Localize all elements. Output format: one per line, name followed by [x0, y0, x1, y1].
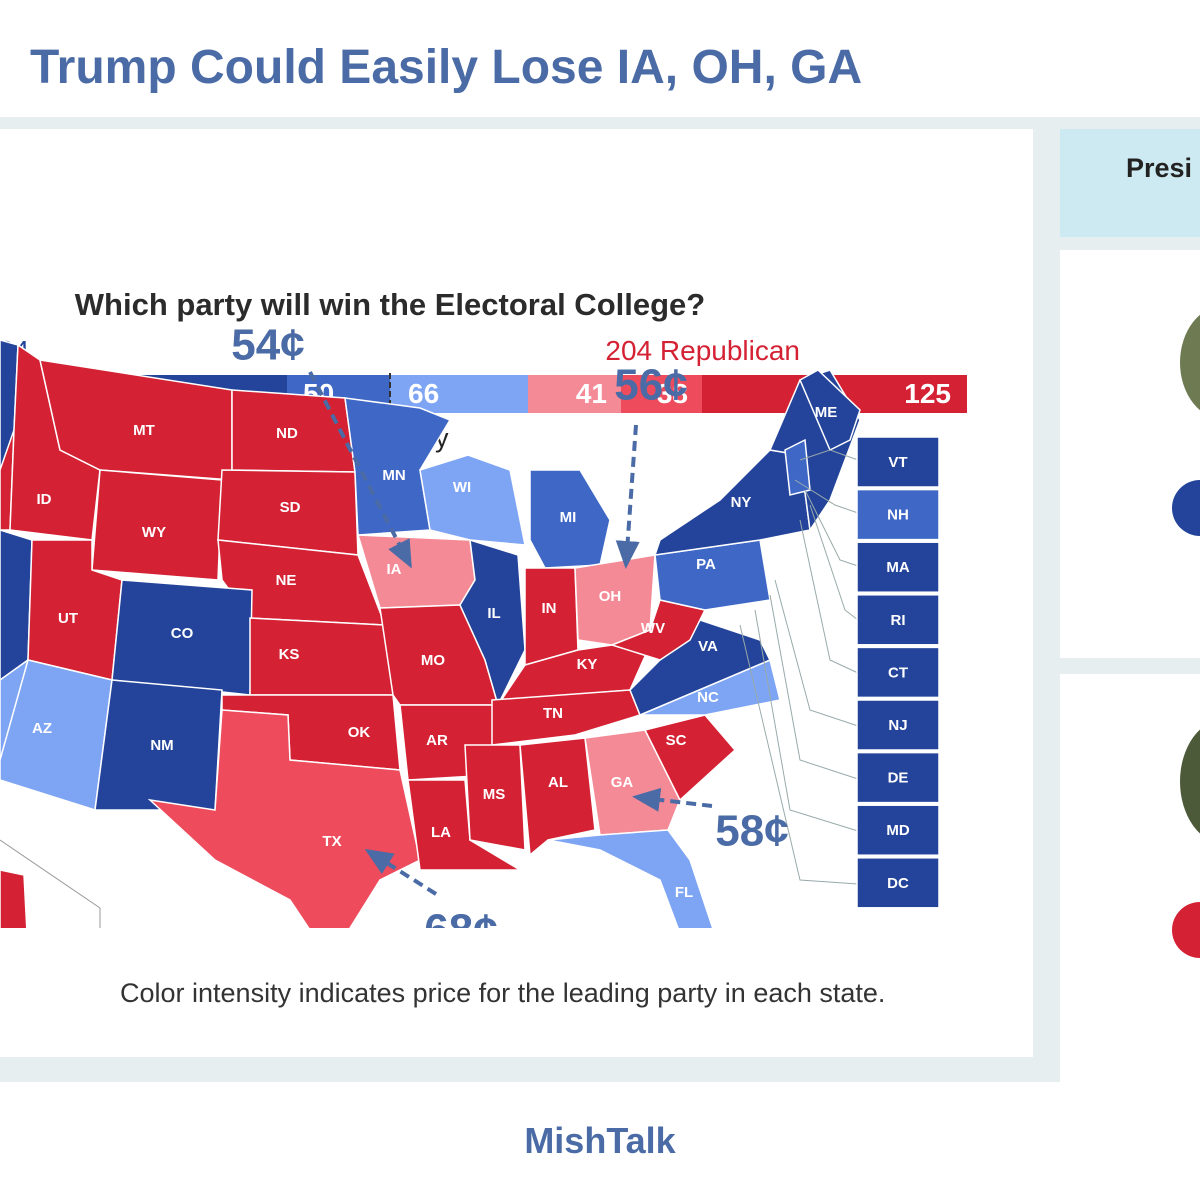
- right-panel-header: Presi: [1060, 129, 1200, 237]
- state-label-mt: MT: [133, 422, 155, 439]
- map-labels: MT ND MN ME ID WY SD WI MI NY NE IA IL IN OH PA UT CO KS MO…: [0, 0, 1033, 928]
- map-caption: Color intensity indicates price for the …: [120, 978, 885, 1009]
- state-label-va: VA: [698, 638, 718, 655]
- right-panel-title: Presi: [1126, 153, 1192, 184]
- dem-dot-icon: [1172, 480, 1200, 536]
- candidate-card-bottom[interactable]: [1060, 674, 1200, 1082]
- state-label-mn: MN: [382, 467, 405, 484]
- state-label-sd: SD: [280, 499, 301, 516]
- state-label-ny: NY: [731, 494, 752, 511]
- state-label-ky: KY: [577, 656, 598, 673]
- state-label-nc: NC: [697, 689, 719, 706]
- state-label-me: ME: [815, 404, 838, 421]
- state-label-wv: WV: [641, 620, 665, 637]
- state-label-ga: GA: [611, 774, 634, 791]
- candidate-card-top[interactable]: [1060, 250, 1200, 658]
- state-label-wy: WY: [142, 524, 166, 541]
- price-annotation-ga: 58¢: [715, 807, 788, 856]
- state-label-wi: WI: [453, 479, 471, 496]
- state-label-sc: SC: [666, 732, 687, 749]
- state-label-oh: OH: [599, 588, 622, 605]
- small-state-label-ri: RI: [891, 612, 906, 629]
- state-label-fl: FL: [675, 884, 693, 901]
- small-state-label-nj: NJ: [888, 717, 907, 734]
- state-label-tx: TX: [322, 833, 341, 850]
- state-label-az: AZ: [32, 720, 52, 737]
- state-label-ia: IA: [387, 561, 402, 578]
- annotation-arrow-oh: [626, 425, 636, 565]
- small-state-label-ma: MA: [886, 559, 909, 576]
- candidate-photo: [1180, 305, 1200, 420]
- state-label-pa: PA: [696, 556, 716, 573]
- small-state-label-de: DE: [888, 770, 909, 787]
- state-label-ne: NE: [276, 572, 297, 589]
- state-label-mo: MO: [421, 652, 445, 669]
- state-label-ut: UT: [58, 610, 78, 627]
- small-state-label-ct: CT: [888, 664, 908, 681]
- state-label-co: CO: [171, 625, 194, 642]
- state-label-nm: NM: [150, 737, 173, 754]
- content-area: Which party will win the Electoral Colle…: [0, 117, 1200, 1082]
- annotation-arrow-ga: [636, 797, 712, 806]
- small-state-label-dc: DC: [887, 875, 909, 892]
- candidate-photo: [1180, 719, 1200, 844]
- small-state-label-nh: NH: [887, 507, 909, 524]
- small-state-label-md: MD: [886, 822, 909, 839]
- state-label-mi: MI: [560, 509, 577, 526]
- small-state-label-vt: VT: [888, 454, 907, 471]
- state-label-id: ID: [37, 491, 52, 508]
- state-label-al: AL: [548, 774, 568, 791]
- annotation-arrow-tx: [368, 851, 436, 894]
- state-label-ms: MS: [483, 786, 506, 803]
- state-label-il: IL: [487, 605, 500, 622]
- state-label-ok: OK: [348, 724, 371, 741]
- price-annotation-ia: 54¢: [231, 321, 304, 370]
- state-label-tn: TN: [543, 705, 563, 722]
- brand-footer: MishTalk: [0, 1120, 1200, 1162]
- rep-dot-icon: [1172, 902, 1200, 958]
- price-annotation-tx: 68¢: [424, 906, 497, 928]
- price-annotation-oh: 56¢: [614, 361, 687, 410]
- state-label-in: IN: [542, 600, 557, 617]
- state-label-ar: AR: [426, 732, 448, 749]
- electoral-map-card: Which party will win the Electoral Colle…: [0, 129, 1033, 1057]
- state-label-nd: ND: [276, 425, 298, 442]
- state-label-la: LA: [431, 824, 451, 841]
- state-label-ks: KS: [279, 646, 300, 663]
